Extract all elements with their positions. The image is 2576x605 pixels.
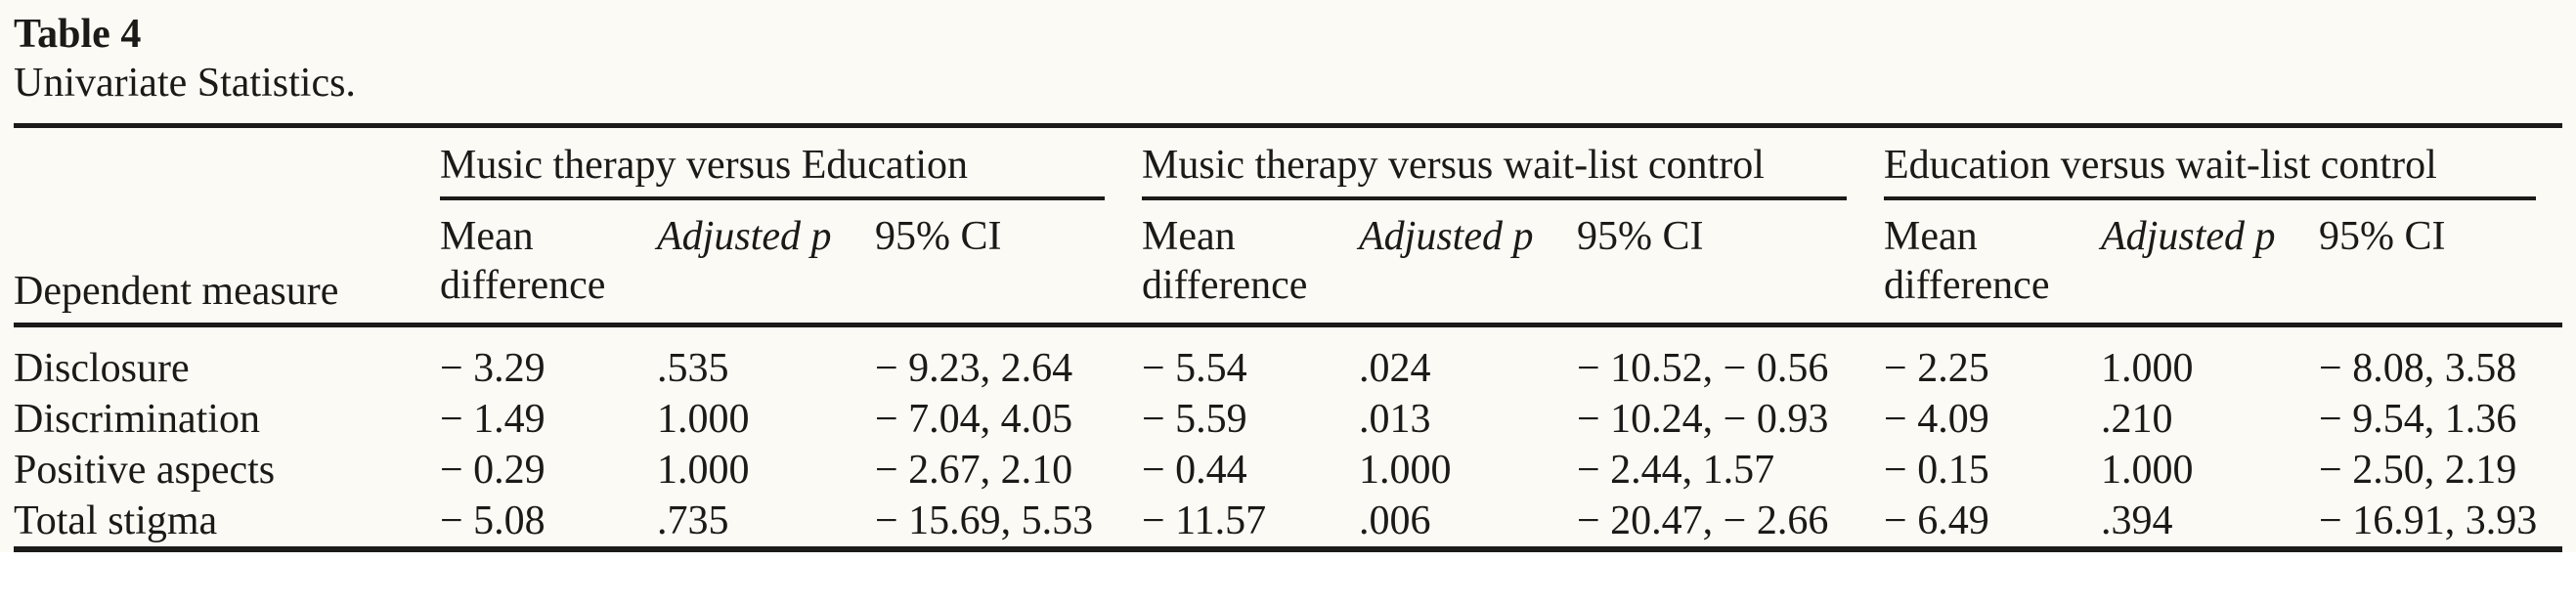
adjusted-p-cell: 1.000 — [657, 397, 750, 442]
mean-difference-cell: − 6.49 — [1884, 498, 1989, 543]
table-row-disclosure: Disclosure − 3.29 .535 − 9.23, 2.64 − 5.… — [14, 325, 2562, 395]
column-gap — [1105, 126, 1142, 325]
column-header-mean-difference: Mean difference — [1142, 214, 1308, 308]
ci-cell: − 20.47, − 2.66 — [1577, 498, 1829, 543]
ci-cell: − 2.50, 2.19 — [2319, 448, 2517, 493]
column-header-mean-difference: Mean difference — [1884, 214, 2050, 308]
univariate-statistics-table: Dependent measure Music therapy versus E… — [14, 123, 2563, 552]
ci-cell: − 10.52, − 0.56 — [1577, 346, 1829, 391]
mean-difference-cell: − 5.54 — [1142, 346, 1247, 391]
mean-difference-cell: − 11.57 — [1142, 498, 1267, 543]
table-row-positive-aspects: Positive aspects − 0.29 1.000 − 2.67, 2.… — [14, 445, 2562, 496]
paper-table-figure: Table 4 Univariate Statistics. Dependent… — [0, 0, 2576, 552]
ci-cell: − 2.67, 2.10 — [875, 448, 1073, 493]
column-header-adjusted-p: Adjusted p — [2101, 214, 2276, 259]
adjusted-p-cell: 1.000 — [657, 448, 750, 493]
column-header-95-ci: 95% CI — [875, 214, 1002, 259]
mean-difference-cell: − 4.09 — [1884, 397, 1989, 442]
column-gap — [2536, 445, 2562, 496]
column-header-adjusted-p: Adjusted p — [657, 214, 832, 259]
adjusted-p-cell: .006 — [1359, 498, 1431, 543]
adjusted-p-cell: .535 — [657, 346, 729, 391]
column-gap — [1847, 126, 1884, 325]
mean-difference-cell: − 0.29 — [440, 448, 546, 493]
mean-difference-cell: − 0.15 — [1884, 448, 1989, 493]
table-subtitle: Univariate Statistics. — [14, 61, 356, 106]
column-gap — [2536, 325, 2562, 395]
ci-cell: − 10.24, − 0.93 — [1577, 397, 1829, 442]
table-number: Table 4 — [14, 12, 142, 57]
column-gap — [1847, 445, 1884, 496]
column-gap — [1847, 496, 1884, 549]
mean-difference-cell: − 1.49 — [440, 397, 546, 442]
column-group-education-vs-waitlist: Education versus wait-list control — [1884, 125, 2537, 200]
adjusted-p-cell: .735 — [657, 498, 729, 543]
column-gap — [1105, 394, 1142, 445]
column-gap — [2536, 496, 2562, 549]
table-row-total-stigma: Total stigma − 5.08 .735 − 15.69, 5.53 −… — [14, 496, 2562, 549]
table-row-discrimination: Discrimination − 1.49 1.000 − 7.04, 4.05… — [14, 394, 2562, 445]
column-group-music-therapy-vs-education: Music therapy versus Education — [440, 125, 1105, 200]
adjusted-p-cell: .210 — [2101, 397, 2173, 442]
table-caption: Table 4 Univariate Statistics. — [14, 0, 2562, 108]
mean-difference-cell: − 3.29 — [440, 346, 546, 391]
column-header-dependent-measure: Dependent measure — [14, 269, 339, 314]
adjusted-p-cell: .394 — [2101, 498, 2173, 543]
column-gap — [1847, 325, 1884, 395]
column-header-95-ci: 95% CI — [2319, 214, 2446, 259]
ci-cell: − 7.04, 4.05 — [875, 397, 1073, 442]
mean-difference-cell: − 0.44 — [1142, 448, 1247, 493]
column-header-95-ci: 95% CI — [1577, 214, 1704, 259]
header-spanner-row: Dependent measure Music therapy versus E… — [14, 125, 2562, 314]
column-gap — [2536, 126, 2562, 325]
ci-cell: − 9.23, 2.64 — [875, 346, 1073, 391]
ci-cell: − 15.69, 5.53 — [875, 498, 1094, 543]
mean-difference-cell: − 2.25 — [1884, 346, 1989, 391]
column-gap — [1105, 445, 1142, 496]
adjusted-p-cell: .013 — [1359, 397, 1431, 442]
column-header-mean-difference: Mean difference — [440, 214, 606, 308]
adjusted-p-cell: 1.000 — [1359, 448, 1452, 493]
measure-cell: Positive aspects — [14, 448, 276, 493]
adjusted-p-cell: 1.000 — [2101, 448, 2194, 493]
ci-cell: − 16.91, 3.93 — [2319, 498, 2538, 543]
header-subcolumn-row: Mean difference Adjusted p 95% CI Mean d… — [14, 198, 2562, 325]
measure-cell: Discrimination — [14, 397, 260, 442]
ci-cell: − 8.08, 3.58 — [2319, 346, 2517, 391]
column-gap — [2536, 394, 2562, 445]
mean-difference-cell: − 5.08 — [440, 498, 546, 543]
ci-cell: − 9.54, 1.36 — [2319, 397, 2517, 442]
measure-cell: Total stigma — [14, 498, 218, 543]
adjusted-p-cell: .024 — [1359, 346, 1431, 391]
column-header-adjusted-p: Adjusted p — [1359, 214, 1534, 259]
mean-difference-cell: − 5.59 — [1142, 397, 1247, 442]
ci-cell: − 2.44, 1.57 — [1577, 448, 1775, 493]
column-group-music-therapy-vs-waitlist: Music therapy versus wait-list control — [1142, 125, 1848, 200]
adjusted-p-cell: 1.000 — [2101, 346, 2194, 391]
column-gap — [1847, 394, 1884, 445]
column-gap — [1105, 325, 1142, 395]
measure-cell: Disclosure — [14, 346, 190, 391]
column-gap — [1105, 496, 1142, 549]
